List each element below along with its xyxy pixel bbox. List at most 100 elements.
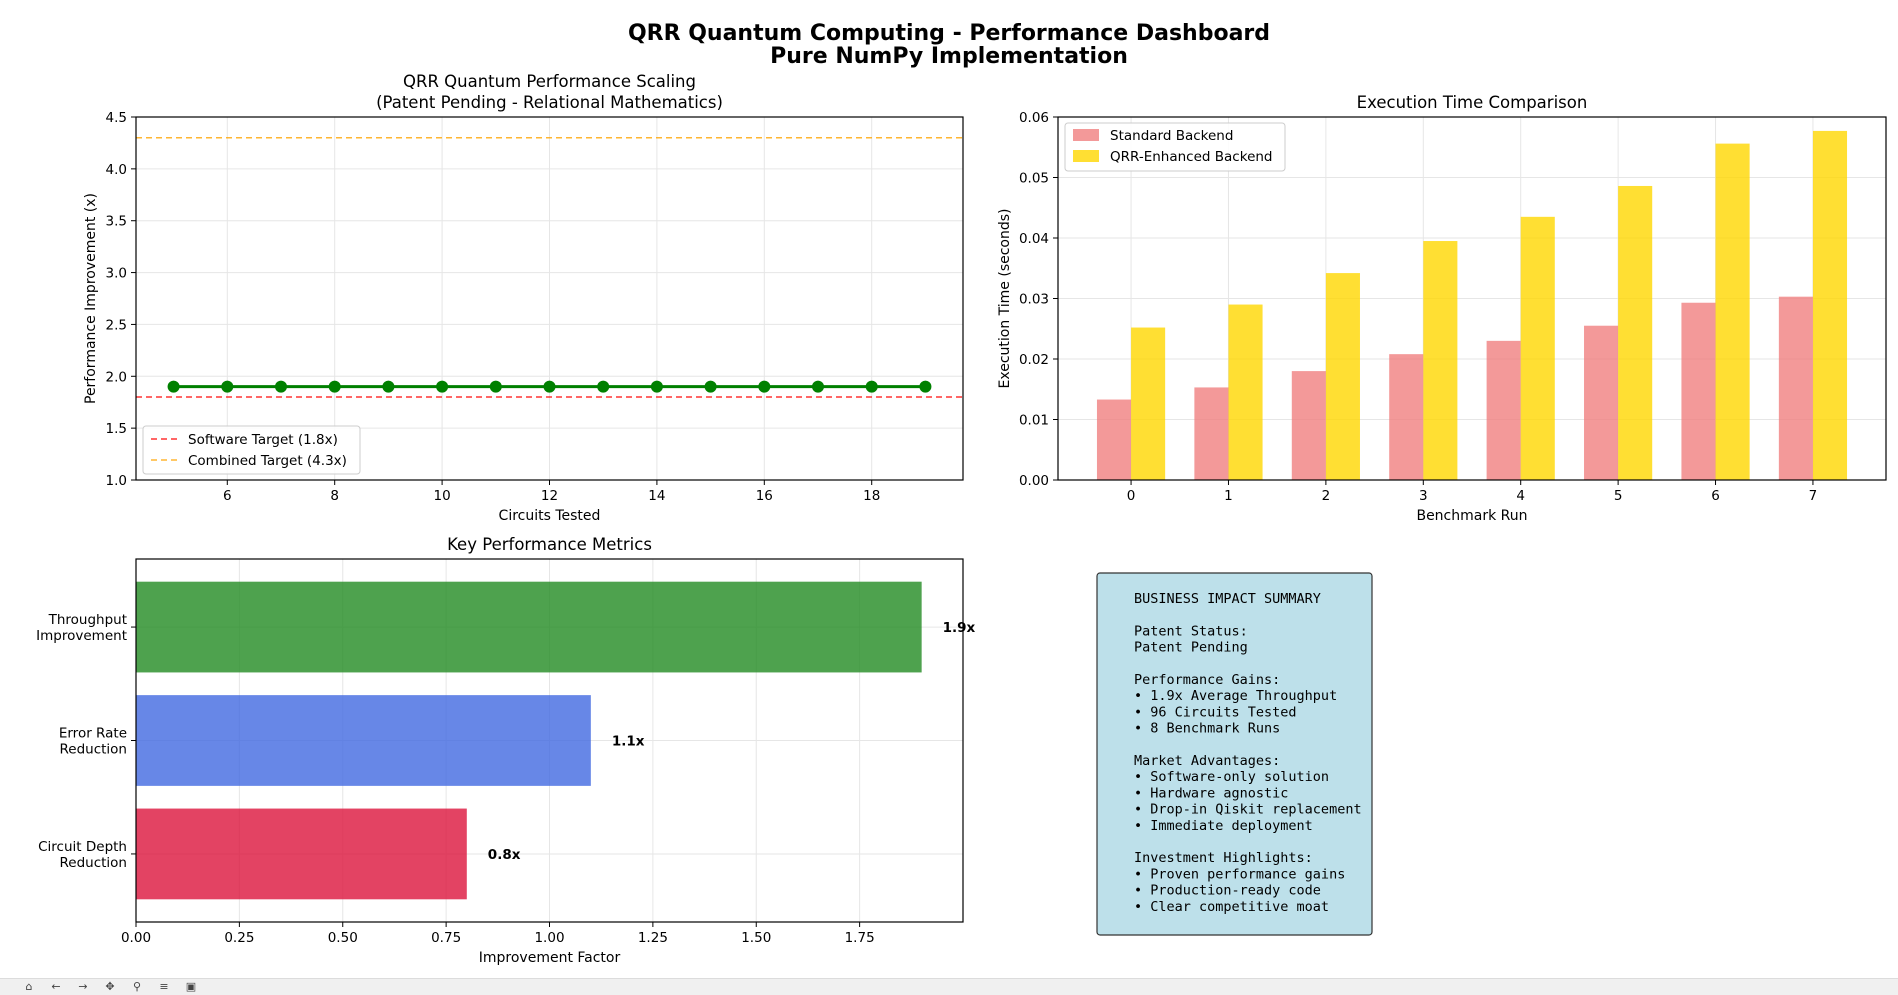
x-tick-label: 1.50 (741, 930, 771, 946)
summary-line: Patent Status: (1134, 623, 1248, 639)
bar-qrr (1812, 130, 1848, 481)
y-tick-label: 1.5 (106, 421, 127, 437)
zoom-icon[interactable]: ⚲ (132, 980, 142, 993)
y-tick-label-line: Throughput (48, 612, 127, 628)
x-tick-label: 18 (863, 488, 880, 504)
x-tick-label: 1.00 (534, 930, 564, 946)
x-tick-label: 1.25 (638, 930, 668, 946)
y-tick-label-line: Error Rate (59, 726, 127, 742)
data-point (382, 380, 395, 393)
x-axis-label: Improvement Factor (479, 950, 621, 966)
legend-swatch (1073, 129, 1099, 141)
metric-bar (136, 808, 467, 900)
y-tick-label-line: Reduction (60, 855, 128, 871)
legend-label: Standard Backend (1110, 128, 1233, 144)
y-tick-label: 0.05 (1019, 171, 1049, 187)
bar-qrr (1715, 143, 1750, 480)
x-tick-label: 14 (648, 488, 665, 504)
summary-line: Performance Gains: (1134, 672, 1280, 688)
execution-time-chart: 0 1 2 3 4 5 6 7 0.00 0.01 0.02 0.03 0.04 0.05 0.06 Exec… (997, 93, 1887, 524)
x-tick-label: 7 (1809, 488, 1818, 504)
data-point (328, 380, 341, 393)
summary-line: • Software-only solution (1134, 769, 1329, 785)
summary-line: • Immediate deployment (1134, 818, 1313, 834)
home-icon[interactable]: ⌂ (25, 980, 33, 993)
figure-title-line1: QRR Quantum Computing - Performance Dash… (628, 21, 1270, 46)
summary-line: BUSINESS IMPACT SUMMARY (1134, 591, 1321, 607)
x-tick-label: 0.25 (224, 930, 254, 946)
summary-line: • 8 Benchmark Runs (1134, 721, 1280, 737)
x-tick-label: 6 (223, 488, 232, 504)
x-tick-label: 1 (1224, 488, 1233, 504)
value-label: 1.1x (612, 734, 645, 750)
performance-scaling-chart: 6 8 10 12 14 16 18 1.0 1.5 2.0 2.5 3.0 3.5 4.0 4.5 QRR … (83, 72, 964, 524)
y-tick-label-line: Improvement (36, 628, 127, 644)
save-icon[interactable]: ▣ (185, 980, 197, 993)
y-axis-label: Performance Improvement (x) (83, 193, 99, 404)
x-tick-label: 3 (1419, 488, 1428, 504)
legend-swatch (1073, 150, 1099, 162)
summary-line: • Proven performance gains (1134, 866, 1345, 882)
chart-subtitle: (Patent Pending - Relational Mathematics… (376, 93, 723, 112)
y-tick-label: 0.00 (1019, 473, 1049, 489)
figure-title-line2: Pure NumPy Implementation (770, 44, 1128, 69)
x-axis-label: Circuits Tested (499, 508, 601, 524)
data-point (704, 380, 717, 393)
bar-qrr (1228, 304, 1263, 480)
y-tick-label: Circuit Depth Reduction (38, 839, 127, 871)
y-tick-label: 0.06 (1019, 110, 1049, 126)
summary-line: • Drop-in Qiskit replacement (1134, 802, 1362, 818)
x-tick-label: 16 (756, 488, 773, 504)
back-icon[interactable]: ← (51, 980, 61, 993)
key-metrics-chart: 1.9x 1.1x 0.8x 0.00 0.25 0.50 0.75 1.00 1.25 1.50… (36, 535, 975, 966)
x-axis-label: Benchmark Run (1416, 508, 1527, 524)
data-point (221, 380, 234, 393)
bar-standard (1096, 399, 1132, 480)
x-tick-label: 0.50 (328, 930, 358, 946)
bar-qrr (1131, 327, 1166, 480)
legend-box (142, 425, 361, 475)
data-point (865, 380, 878, 393)
figure-toolbar: ⌂ ← → ✥ ⚲ ≡ ▣ (0, 978, 1898, 995)
configure-icon[interactable]: ≡ (159, 980, 169, 993)
summary-line: • 96 Circuits Tested (1134, 704, 1297, 720)
data-point (919, 380, 932, 393)
x-tick-label: 12 (541, 488, 558, 504)
x-tick-label: 6 (1711, 488, 1720, 504)
data-point (543, 380, 556, 393)
y-tick-label-line: Circuit Depth (38, 839, 127, 855)
bar-qrr (1618, 185, 1653, 480)
x-tick-label: 8 (330, 488, 339, 504)
chart-title: Execution Time Comparison (1357, 93, 1588, 112)
y-tick-label-line: Reduction (60, 742, 128, 758)
metric-bar (136, 695, 591, 786)
y-tick-label: 3.5 (106, 214, 127, 230)
summary-box (1096, 572, 1373, 936)
summary-line: Patent Pending (1134, 640, 1248, 656)
summary-line: • Production-ready code (1134, 883, 1321, 899)
legend-label: QRR-Enhanced Backend (1110, 149, 1273, 165)
summary-text: BUSINESS IMPACT SUMMARY Patent Status: Pat… (1134, 591, 1362, 915)
y-tick-label: 0.01 (1019, 413, 1049, 429)
legend-label: Combined Target (4.3x) (188, 453, 347, 469)
summary-line: • Clear competitive moat (1134, 899, 1329, 915)
legend-box (1064, 122, 1286, 172)
bar-standard (1291, 371, 1326, 480)
bar-standard (1681, 302, 1716, 480)
data-point (274, 380, 287, 393)
legend: Software Target (1.8x) Combined Target (4… (142, 425, 361, 475)
y-tick-label: 2.0 (106, 369, 127, 385)
value-label: 0.8x (488, 847, 521, 863)
y-tick-label: 3.0 (106, 266, 127, 282)
y-tick-label: 2.5 (106, 317, 127, 333)
chart-title: Key Performance Metrics (447, 535, 652, 554)
metric-bar (136, 581, 922, 673)
x-tick-label: 0.75 (431, 930, 461, 946)
y-axis-label: Execution Time (seconds) (997, 208, 1013, 388)
bar-standard (1389, 354, 1424, 480)
data-point (436, 380, 449, 393)
bar-standard (1584, 325, 1619, 480)
pan-icon[interactable]: ✥ (105, 980, 115, 993)
forward-icon[interactable]: → (78, 980, 88, 993)
